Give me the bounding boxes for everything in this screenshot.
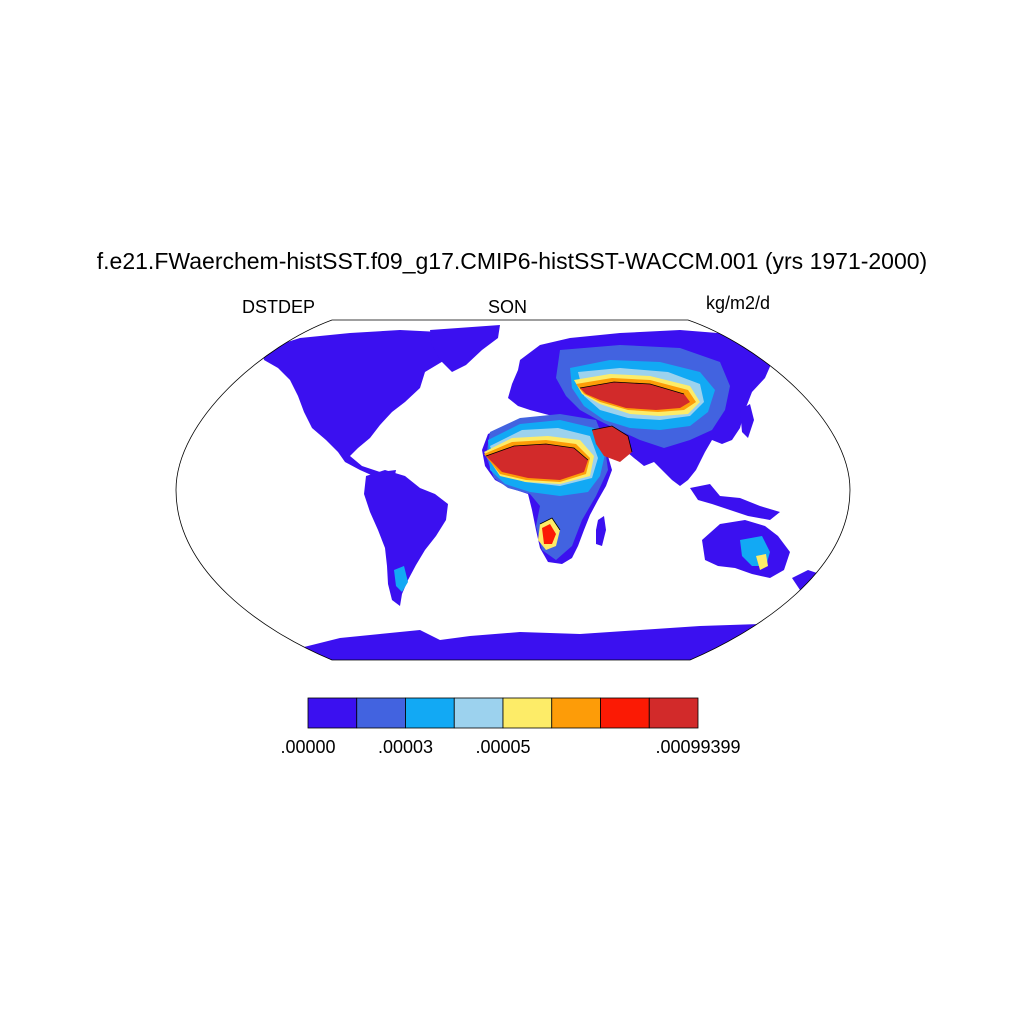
australia-interior-yellow [756, 554, 768, 570]
dust-deposition-field [394, 345, 770, 592]
colorbar-box-3 [453, 697, 504, 729]
north-america-land [262, 330, 480, 480]
japan-land [740, 404, 754, 438]
coastlines [485, 381, 685, 531]
asia-red [580, 382, 690, 410]
arabia-red [592, 426, 632, 462]
variable-label: DSTDEP [242, 297, 316, 317]
south-america-land [364, 470, 448, 606]
land-layer [262, 325, 820, 660]
colorbar-box-5 [551, 697, 601, 729]
colorbar-tick-label: .00099399 [655, 737, 741, 757]
colorbar-box-7 [648, 697, 699, 729]
map-title: f.e21.FWaerchem-histSST.f09_g17.CMIP6-hi… [96, 248, 928, 274]
kalahari-red [542, 524, 556, 544]
projection-boundary [175, 319, 851, 661]
colorbar-box-0 [307, 697, 358, 729]
madagascar-land [596, 516, 606, 546]
colorbar-tick-label: .00005 [475, 737, 531, 757]
colorbar-box-1 [356, 697, 406, 729]
season-label: SON [488, 297, 528, 317]
colorbar-box-6 [600, 697, 650, 729]
new-zealand-land [792, 570, 820, 590]
colorbar [307, 697, 699, 729]
units-label: kg/m2/d [706, 293, 771, 313]
colorbar-box-4 [502, 697, 553, 729]
colorbar-box-2 [405, 697, 455, 729]
patagonia-light [394, 566, 408, 592]
colorbar-tick-label: .00003 [377, 737, 434, 757]
se-asia-islands [690, 484, 780, 520]
antarctica-land [300, 624, 820, 660]
greenland-land [430, 325, 500, 372]
sahara-red [486, 444, 588, 480]
colorbar-tick-label: .00000 [280, 737, 336, 757]
